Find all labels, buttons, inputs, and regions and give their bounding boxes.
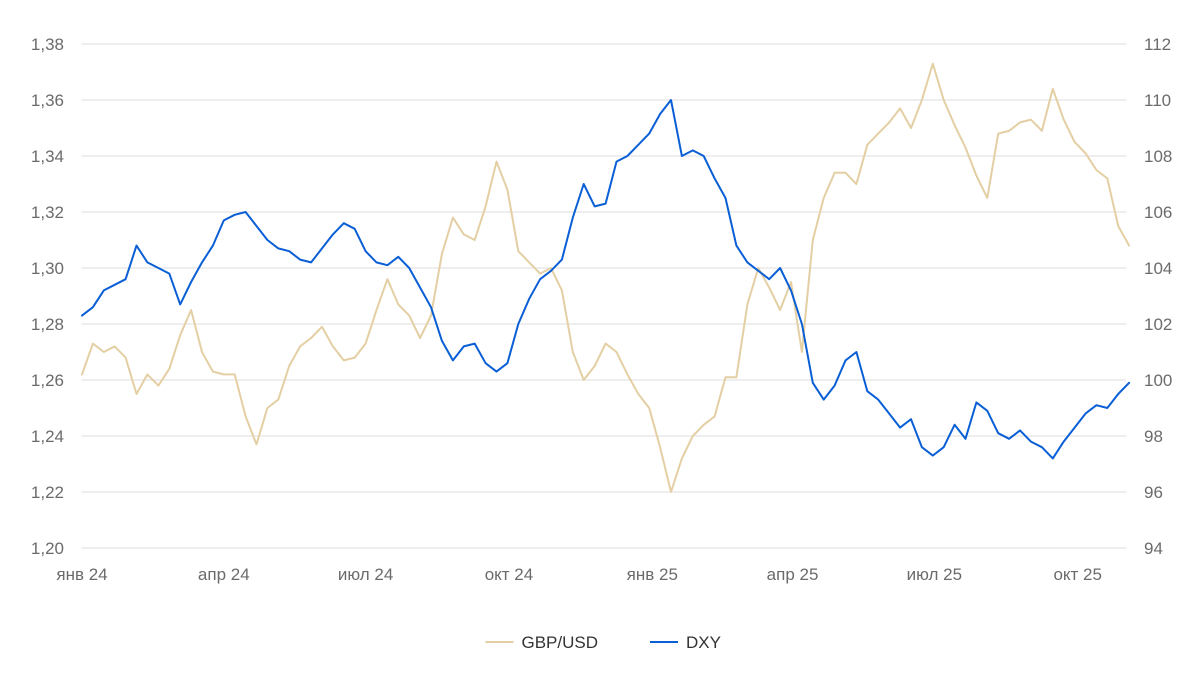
series-line-dxy [81,99,1131,460]
right-axis-tick-label: 96 [1144,483,1163,502]
right-axis-tick-label: 94 [1144,539,1163,558]
right-axis-tick-label: 104 [1144,259,1172,278]
x-axis-tick-label: апр 25 [767,565,819,584]
left-axis-tick-label: 1,20 [31,539,64,558]
left-axis-tick-label: 1,36 [31,91,64,110]
left-axis-ticks: 1,20 1,22 1,24 1,26 1,28 1,30 1,32 1,34 1,36 1,38 [31,35,64,558]
x-axis-tick-label: янв 25 [627,565,678,584]
right-axis-tick-label: 110 [1144,91,1171,110]
left-axis-tick-label: 1,22 [31,483,64,502]
left-axis-tick-label: 1,26 [31,371,64,390]
right-axis-tick-label: 100 [1144,371,1172,390]
x-axis-tick-label: июл 25 [907,565,962,584]
x-axis-ticks: янв 24 апр 24 июл 24 окт 24 янв 25 апр 25 июл … [56,565,1102,584]
right-axis-tick-label: 108 [1144,147,1172,166]
x-axis-tick-label: окт 24 [485,565,534,584]
right-axis-tick-label: 112 [1144,35,1171,54]
x-axis-tick-label: июл 24 [338,565,393,584]
series-line-gbp-usd [81,62,1131,493]
x-axis-tick-label: окт 25 [1053,565,1102,584]
series-lines [81,62,1131,493]
gridlines [82,43,1126,549]
right-axis-ticks: 94 96 98 100 102 104 106 108 110 112 [1144,35,1172,558]
right-axis-tick-label: 102 [1144,315,1172,334]
left-axis-tick-label: 1,38 [31,35,64,54]
x-axis-tick-label: янв 24 [56,565,107,584]
right-axis-tick-label: 98 [1144,427,1163,446]
legend: GBP/USD DXY [485,633,721,652]
left-axis-tick-label: 1,24 [31,427,64,446]
left-axis-tick-label: 1,30 [31,259,64,278]
right-axis-tick-label: 106 [1144,203,1172,222]
left-axis-tick-label: 1,32 [31,203,64,222]
left-axis-tick-label: 1,28 [31,315,64,334]
left-axis-tick-label: 1,34 [31,147,64,166]
x-axis-tick-label: апр 24 [198,565,250,584]
legend-label: DXY [686,633,721,652]
legend-label: GBP/USD [522,633,599,652]
